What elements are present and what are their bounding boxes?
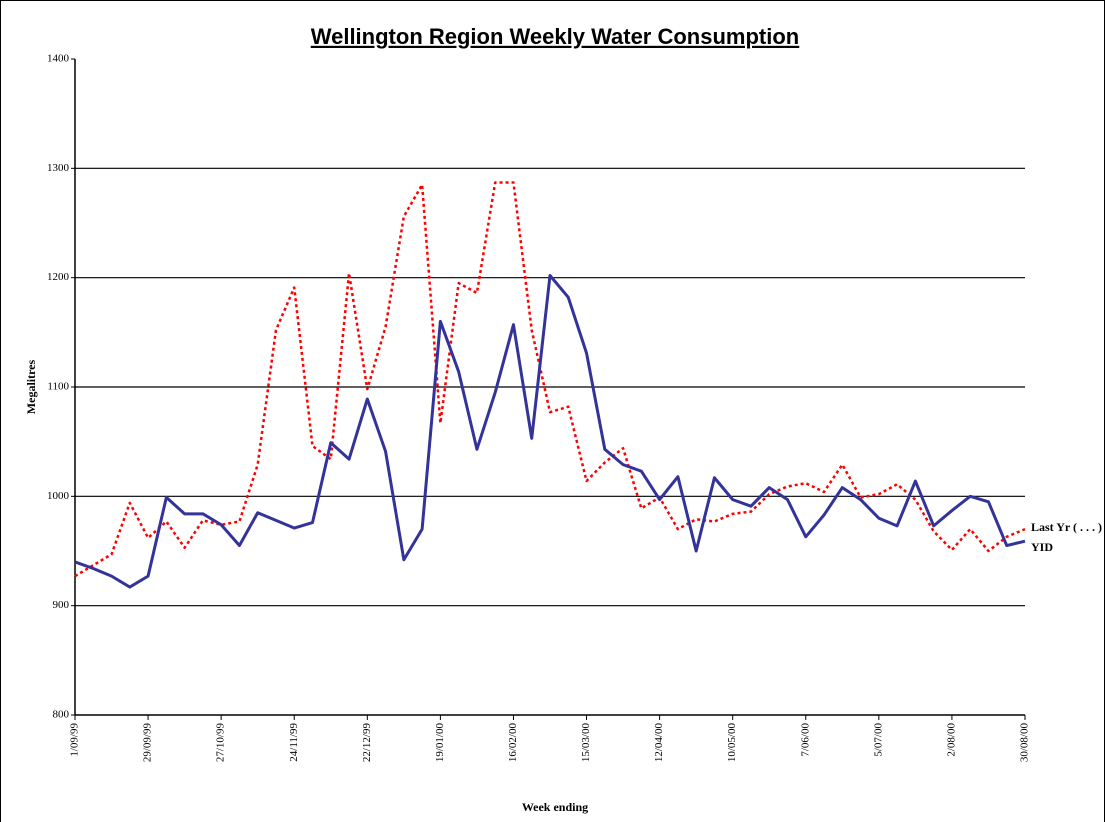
x-tick-label: 2/08/00 [945, 723, 957, 757]
x-tick-label: 5/07/00 [872, 723, 884, 757]
x-tick-label: 24/11/99 [288, 723, 300, 762]
y-tick-label: 1100 [47, 381, 69, 393]
y-axis-label: Megalitres [24, 359, 38, 414]
y-tick-label: 1000 [47, 490, 70, 502]
y-tick-label: 1200 [47, 271, 70, 283]
legend-label: YID [1031, 540, 1053, 554]
y-tick-label: 900 [53, 599, 70, 611]
legend-label: Last Yr ( . . . ) [1031, 520, 1102, 534]
x-tick-label: 15/03/00 [580, 723, 592, 763]
x-tick-label: 30/08/00 [1019, 723, 1031, 763]
x-tick-label: 29/09/99 [142, 723, 154, 763]
x-tick-label: 22/12/99 [361, 723, 373, 763]
y-tick-label: 1300 [47, 162, 70, 174]
x-tick-label: 27/10/99 [215, 723, 227, 763]
x-axis-label: Week ending [522, 800, 588, 814]
x-tick-label: 12/04/00 [653, 723, 665, 763]
y-tick-label: 800 [53, 709, 70, 721]
x-tick-label: 16/02/00 [507, 723, 519, 763]
chart-title: Wellington Region Weekly Water Consumpti… [311, 24, 800, 49]
x-tick-label: 19/01/00 [434, 723, 446, 763]
x-tick-label: 10/05/00 [726, 723, 738, 763]
y-tick-label: 1400 [47, 53, 70, 65]
x-tick-label: 7/06/00 [799, 723, 811, 757]
data-line [74, 181, 1026, 578]
data-line [74, 273, 1026, 589]
x-tick-label: 1/09/99 [69, 723, 81, 757]
